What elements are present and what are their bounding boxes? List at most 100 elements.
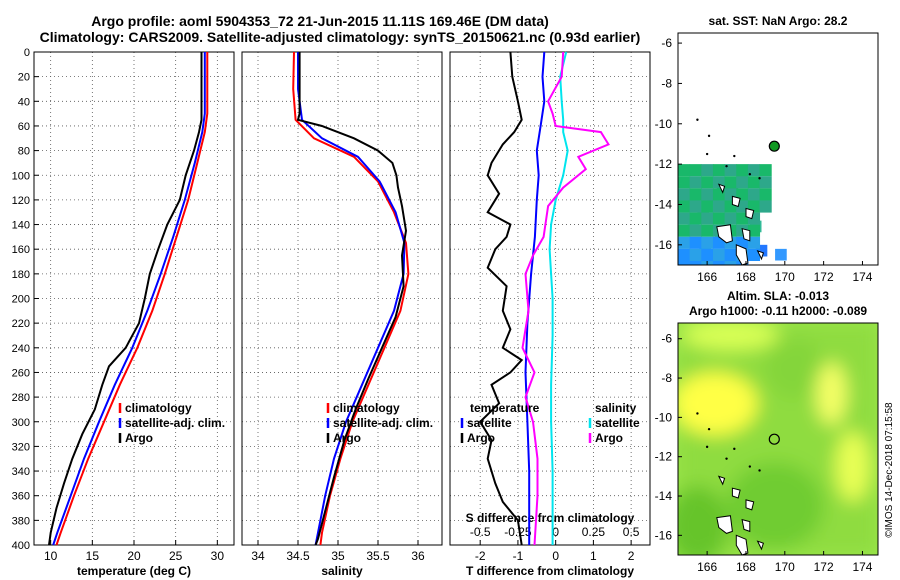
- map-frame: [677, 32, 879, 266]
- legend-label: satellite: [467, 416, 512, 430]
- sst-cell: [747, 224, 761, 237]
- sst-cell: [712, 248, 726, 262]
- series-s-diff-argo: [521, 51, 610, 546]
- y-tick-label: -12: [655, 450, 673, 464]
- y-tick-label: 100: [12, 170, 30, 182]
- y-tick-label: 280: [12, 392, 30, 404]
- sst-cell: [678, 260, 691, 265]
- y-tick-label: 380: [12, 515, 30, 527]
- series-t-diff-argo: [478, 51, 524, 546]
- plot-frame: [449, 51, 651, 546]
- s-axis-label: S difference from climatology: [466, 511, 635, 525]
- s-tick-label: -0.25: [504, 525, 532, 539]
- y-tick-label: -14: [655, 197, 673, 211]
- x-tick-label: 172: [814, 270, 834, 284]
- sst-cell: [689, 212, 702, 225]
- series-satellite-adj-clim-: [297, 52, 406, 546]
- y-tick-label: 320: [12, 441, 30, 453]
- x-tick-label: 25: [169, 549, 183, 563]
- island: [717, 183, 726, 194]
- sst-cell: [712, 200, 726, 213]
- s-tick-label: 0: [552, 525, 559, 539]
- x-tick-label: 170: [775, 270, 795, 284]
- map-area: [678, 323, 878, 555]
- y-tick-label: -6: [661, 36, 672, 50]
- small-island: [725, 457, 728, 460]
- argo-marker: [768, 433, 780, 445]
- island: [731, 195, 741, 208]
- sst-cell: [689, 200, 702, 213]
- sst-cell: [755, 244, 768, 257]
- map-title: Argo h1000: -0.11 h2000: -0.089: [689, 304, 867, 318]
- x-tick-label: 35: [331, 549, 345, 563]
- map-title: sat. SST: NaN Argo: 28.2: [709, 14, 848, 28]
- s-tick-label: -0.5: [470, 525, 491, 539]
- title-line-2: Climatology: CARS2009. Satellite-adjuste…: [40, 29, 641, 45]
- sst-cell: [747, 164, 761, 177]
- x-tick-label: 172: [814, 560, 834, 574]
- x-tick-label: 166: [697, 560, 717, 574]
- small-island: [733, 154, 736, 158]
- x-tick-label: 36: [411, 549, 425, 563]
- island: [735, 534, 749, 555]
- sst-cell: [712, 260, 726, 265]
- legend-label: Argo: [595, 431, 623, 445]
- sst-cell: [712, 164, 726, 177]
- sla-field: [678, 323, 878, 555]
- y-tick-label: 160: [12, 244, 30, 256]
- sst-cell: [759, 200, 772, 213]
- x-tick-label: 1: [590, 549, 597, 563]
- sst-cell: [678, 212, 691, 225]
- small-island: [696, 412, 699, 415]
- x-tick-label: 30: [211, 549, 225, 563]
- sla-blob: [765, 338, 824, 398]
- y-tick-label: 60: [18, 121, 30, 133]
- sst-cell: [678, 164, 691, 177]
- s-tick-label: 0.25: [582, 525, 606, 539]
- watermark: ©IMOS 14-Dec-2018 07:15:58: [884, 402, 895, 538]
- x-tick-label: 170: [775, 560, 795, 574]
- sst-cell: [689, 176, 702, 189]
- sst-cell: [747, 248, 761, 262]
- sst-cell: [736, 212, 749, 225]
- sst-cell: [701, 176, 714, 189]
- sst-cell: [701, 236, 714, 249]
- x-tick-label: 35.5: [366, 549, 390, 563]
- series-satellite-adj-clim-: [52, 52, 206, 546]
- x-tick-label: 174: [852, 560, 872, 574]
- x-tick-label: 168: [736, 560, 756, 574]
- y-tick-label: -12: [655, 157, 673, 171]
- island: [741, 518, 751, 533]
- x-axis-label: T difference from climatology: [466, 564, 634, 578]
- series-s-diff-satellite: [548, 51, 569, 545]
- sst-cell: [712, 212, 726, 225]
- x-tick-label: 10: [44, 549, 58, 563]
- small-island: [758, 469, 761, 472]
- island: [716, 515, 733, 534]
- small-island: [707, 134, 711, 138]
- small-island: [705, 152, 709, 156]
- y-tick-label: 260: [12, 367, 30, 379]
- legend-label: satellite-adj. clim.: [125, 416, 225, 430]
- sst-cell: [724, 260, 737, 265]
- legend-title-temperature: temperature: [470, 401, 540, 415]
- sst-cell: [678, 200, 691, 213]
- sst-cell: [689, 164, 702, 177]
- argo-marker: [768, 140, 780, 152]
- island: [735, 244, 749, 265]
- map-frame: [677, 322, 879, 556]
- island: [717, 475, 726, 486]
- sst-cell: [701, 224, 714, 237]
- x-tick-label: 15: [86, 549, 100, 563]
- island: [716, 224, 733, 244]
- y-tick-label: -8: [661, 371, 672, 385]
- s-tick-label: 0.5: [623, 525, 640, 539]
- panel-sst_map: sat. SST: NaN Argo: 28.2 166 168 170 172 174 -…: [655, 14, 879, 284]
- sst-cell: [759, 164, 772, 177]
- x-tick-label: 174: [852, 270, 872, 284]
- panel-differences: -2 -1 0 1 2T difference from climatology -0.5…: [449, 51, 651, 578]
- plots-group: 10 15 20 25 30020406080100120140160180200220…: [12, 14, 879, 578]
- sst-cell: [689, 236, 702, 249]
- map-area: [678, 33, 878, 265]
- y-tick-label: -8: [661, 76, 672, 90]
